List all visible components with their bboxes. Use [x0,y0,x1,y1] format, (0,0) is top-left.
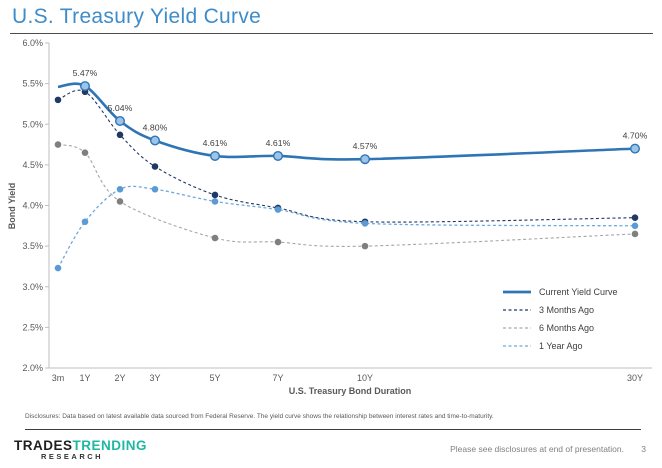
data-point-1-year-ago-10Y [361,220,369,227]
legend-label: 3 Months Ago [539,305,595,315]
legend-swatch-current-yield-curve [503,290,531,294]
x-tick-label: 10Y [357,373,373,383]
data-label: 5.04% [108,103,133,113]
x-axis-title: U.S. Treasury Bond Duration [289,386,412,396]
data-point-6-months-ago-10Y [361,242,369,250]
data-point-current-yield-curve-3Y [149,135,160,146]
data-label: 4.80% [143,123,168,133]
legend-swatch-3-months-ago [503,309,531,311]
y-tick-label: 4.0% [22,201,43,211]
data-label: 4.61% [266,138,291,148]
data-label: 4.57% [353,141,378,151]
series-6-months-ago [54,141,639,250]
legend-label: 6 Months Ago [539,323,595,333]
data-point-current-yield-curve-1Y [79,81,90,92]
data-point-3-months-ago-5Y [211,191,219,199]
y-tick-label: 3.5% [22,241,43,251]
data-label: 4.70% [623,131,648,141]
data-point-6-months-ago-7Y [274,238,282,246]
y-axis-title: Bond Yield [7,183,17,230]
page-title: U.S. Treasury Yield Curve [12,5,262,28]
data-point-current-yield-curve-5Y [209,150,220,161]
x-tick-label: 5Y [209,373,220,383]
y-tick-label: 2.0% [22,363,43,373]
data-point-current-yield-curve-7Y [273,150,284,161]
x-tick-label: 7Y [272,373,283,383]
legend-item-3-months-ago: 3 Months Ago [502,305,618,315]
legend-swatch-1-year-ago [503,345,531,347]
series-line [57,185,636,269]
y-tick-label: 2.5% [22,322,43,332]
legend-item-6-months-ago: 6 Months Ago [502,323,618,333]
y-tick-label: 3.0% [22,282,43,292]
x-tick-label: 3m [52,373,65,383]
footer-note: Please see disclosures at end of present… [450,444,624,454]
logo-wordmark: TRADESTRENDING [14,438,148,453]
series-1-year-ago [54,185,639,272]
yield-curve-chart: 2.0% 2.5% 3.0% 3.5% 4.0% 4.5% 5.0% 5.5% 6.0% 3m 1Y… [7,38,652,396]
y-tick-label: 5.0% [22,119,43,129]
legend-swatch-6-months-ago [503,327,531,329]
legend-label: Current Yield Curve [539,287,618,297]
title-divider [10,33,653,34]
data-point-6-months-ago-30Y [631,230,639,238]
series-current-yield-curve: 5.47% 5.04% 4.80% 4.61% 4.61% 4.57% 4.70% [57,68,648,165]
trades-trending-logo: TRADESTRENDING RESEARCH [14,438,148,462]
data-point-current-yield-curve-2Y [114,115,125,126]
x-tick-label: 30Y [627,373,643,383]
data-label: 4.61% [203,138,228,148]
data-point-3-months-ago-30Y [631,214,639,221]
data-point-3-months-ago-2Y [116,131,124,139]
data-point-3-months-ago-3Y [151,163,159,170]
page-number: 3 [641,444,646,454]
data-point-1-year-ago-2Y [116,185,124,193]
data-point-6-months-ago-3m [54,141,62,148]
data-point-6-months-ago-2Y [116,198,124,205]
legend-item-1-year-ago: 1 Year Ago [502,341,618,351]
series-3-months-ago [54,88,639,226]
footer-divider [25,429,641,430]
logo-trades: TRADES [14,438,73,453]
data-point-1-year-ago-30Y [631,222,639,230]
x-tick-label: 1Y [79,373,90,383]
data-point-1-year-ago-3m [54,264,62,272]
y-tick-label: 6.0% [22,38,43,48]
data-point-current-yield-curve-10Y [360,154,371,165]
legend-label: 1 Year Ago [539,341,583,351]
y-tick-label: 5.5% [22,79,43,89]
data-point-1-year-ago-3Y [151,185,159,193]
series-line [57,89,636,223]
logo-research: RESEARCH [41,452,104,462]
logo-trending: TRENDING [72,438,148,453]
data-point-3-months-ago-3m [54,96,62,104]
y-tick-label: 4.5% [22,160,43,170]
data-point-1-year-ago-7Y [274,206,282,213]
chart-legend: Current Yield Curve 3 Months Ago 6 Months … [502,287,618,351]
legend-item-current-yield-curve: Current Yield Curve [502,287,618,297]
data-point-1-year-ago-5Y [211,198,219,205]
disclosure-text: Disclosures: Data based on latest availa… [25,413,494,420]
x-tick-label: 2Y [114,373,125,383]
data-label: 5.47% [73,68,98,78]
data-point-1-year-ago-1Y [81,218,89,226]
x-tick-label: 3Y [149,373,160,383]
data-point-6-months-ago-1Y [81,149,89,156]
data-point-current-yield-curve-30Y [630,143,641,154]
data-point-6-months-ago-5Y [211,234,219,242]
